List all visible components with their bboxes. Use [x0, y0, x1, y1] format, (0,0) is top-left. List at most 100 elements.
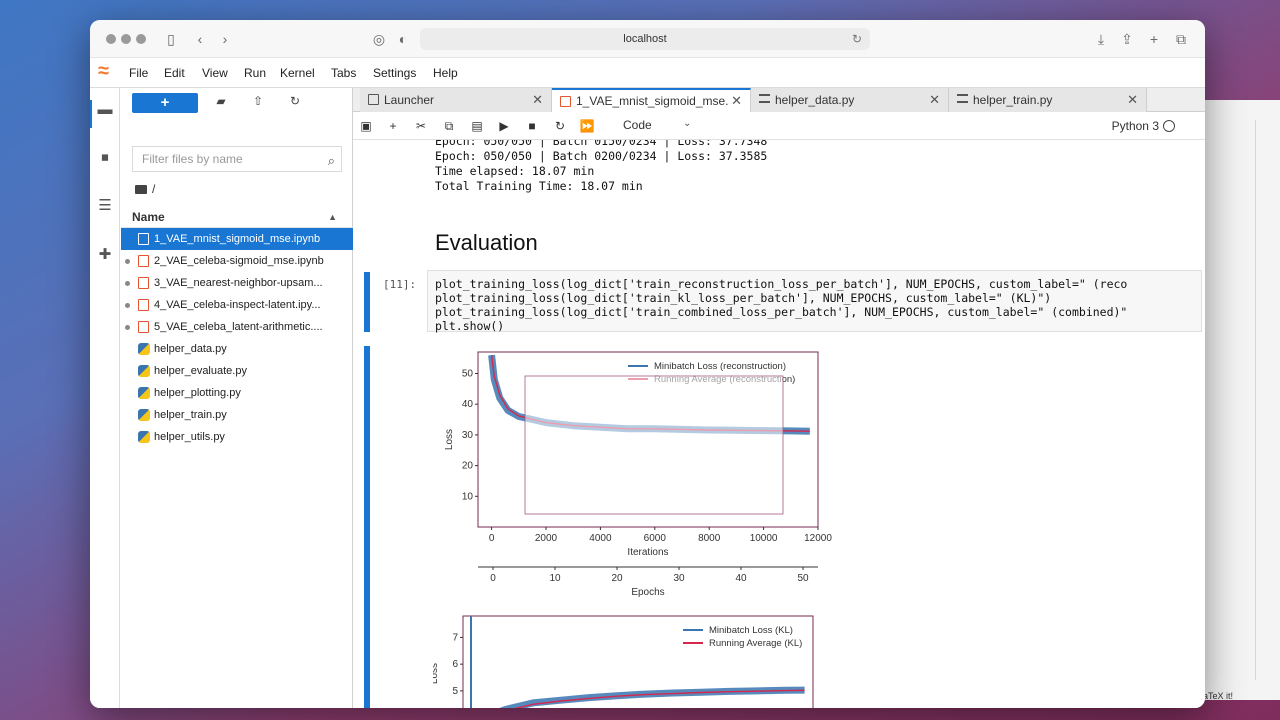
reload-icon[interactable]: ↻ [851, 32, 862, 46]
share-icon[interactable]: ⇪ [1121, 31, 1133, 47]
menu-kernel[interactable]: Kernel [280, 66, 315, 80]
restart-run-all-icon[interactable]: ⏩ [579, 119, 595, 133]
browser-window: ▯ ‹ › ◎ ◐ localhost ↻ ⤓ ⇪ + ⧉ ≈ File Edi… [90, 20, 1205, 708]
file-name: 4_VAE_celeba-inspect-latent.ipy... [154, 299, 321, 311]
restart-icon[interactable]: ↻ [554, 119, 566, 133]
folder-icon[interactable]: ▬ [97, 101, 113, 118]
legend-entry: Minibatch Loss (KL) [709, 625, 793, 636]
notebook-file-icon [138, 255, 149, 267]
y-tick-label: 40 [462, 399, 474, 410]
active-cell-indicator[interactable] [364, 272, 370, 332]
file-row[interactable]: 4_VAE_celeba-inspect-latent.ipy... [121, 294, 353, 316]
stop-icon[interactable]: ■ [528, 119, 536, 133]
new-folder-icon[interactable]: ▰ [216, 94, 226, 108]
tab-label: helper_train.py [973, 93, 1053, 107]
python-file-icon [138, 343, 150, 355]
epoch-tick-label: 20 [611, 573, 623, 584]
text-file-icon [957, 94, 968, 103]
back-icon[interactable]: ‹ [197, 31, 203, 47]
notebook-file-icon [138, 277, 149, 289]
epoch-tick-label: 40 [735, 573, 747, 584]
file-row[interactable]: 1_VAE_mnist_sigmoid_mse.ipynb [121, 228, 353, 250]
kernel-name[interactable]: Python 3 [1111, 119, 1159, 133]
close-tab-icon[interactable]: ✕ [532, 92, 543, 107]
y-axis-label: Loss [444, 429, 455, 450]
file-row[interactable]: 3_VAE_nearest-neighbor-upsam... [121, 272, 353, 294]
insert-cell-icon[interactable]: + [389, 119, 397, 133]
menu-help[interactable]: Help [433, 66, 458, 80]
cell-type-select[interactable]: Code [623, 118, 652, 132]
save-icon[interactable]: ▣ [360, 119, 372, 133]
x-tick-label: 6000 [644, 533, 667, 544]
zoom-window-button[interactable] [136, 34, 146, 44]
sidebar-toggle-icon[interactable]: ▯ [167, 31, 175, 47]
kernel-status-icon [1163, 120, 1175, 132]
filter-placeholder: Filter files by name [142, 152, 243, 166]
new-tab-icon[interactable]: + [1149, 31, 1159, 47]
menu-view[interactable]: View [202, 66, 228, 80]
python-file-icon [138, 409, 150, 421]
close-window-button[interactable] [106, 34, 116, 44]
close-tab-icon[interactable]: ✕ [1127, 92, 1138, 107]
reconstruction-loss-chart: 10 20 30 40 50 0 2000 4000 6000 8000 10000 12000 Los… [444, 351, 832, 598]
launcher-icon [368, 94, 379, 105]
refresh-icon[interactable]: ↻ [289, 94, 301, 108]
breadcrumb[interactable]: / [135, 182, 155, 196]
tab-overview-icon[interactable]: ⧉ [1176, 31, 1186, 47]
new-launcher-button[interactable]: + [132, 93, 198, 113]
file-row[interactable]: helper_evaluate.py [121, 360, 353, 382]
privacy-icon[interactable]: ◎ [372, 31, 386, 47]
run-icon[interactable]: ▶ [499, 119, 509, 133]
table-of-contents-icon[interactable]: ☰ [98, 197, 112, 214]
file-row[interactable]: helper_train.py [121, 404, 353, 426]
file-row[interactable]: 2_VAE_celeba-sigmoid_mse.ipynb [121, 250, 353, 272]
file-row[interactable]: helper_plotting.py [121, 382, 353, 404]
minimize-window-button[interactable] [121, 34, 131, 44]
tab-helper-data[interactable]: helper_data.py ✕ [751, 88, 949, 112]
filter-files-input[interactable]: Filter files by name ⌕ [132, 146, 342, 172]
file-row[interactable]: 5_VAE_celeba_latent-arithmetic.... [121, 316, 353, 338]
paste-icon[interactable]: ▤ [471, 119, 483, 133]
file-name: helper_data.py [154, 343, 227, 355]
active-panel-indicator [90, 100, 92, 128]
chevron-down-icon[interactable]: ⌄ [683, 118, 692, 129]
name-column-header[interactable]: Name ▲ [121, 206, 353, 228]
menu-tabs[interactable]: Tabs [331, 66, 357, 80]
y-tick-label: 30 [462, 430, 474, 441]
menu-run[interactable]: Run [244, 66, 267, 80]
close-tab-icon[interactable]: ✕ [731, 93, 742, 108]
browser-titlebar: ▯ ‹ › ◎ ◐ localhost ↻ ⤓ ⇪ + ⧉ [90, 20, 1205, 58]
upload-icon[interactable]: ⇧ [252, 94, 264, 108]
copy-icon[interactable]: ⧉ [444, 119, 454, 133]
menu-settings[interactable]: Settings [373, 66, 417, 80]
notebook-file-icon [138, 233, 149, 245]
extensions-icon[interactable]: ✚ [98, 246, 112, 263]
forward-icon[interactable]: › [222, 31, 228, 47]
tab-launcher[interactable]: Launcher ✕ [360, 88, 552, 112]
section-heading: Evaluation [435, 230, 538, 255]
theme-icon[interactable]: ◐ [398, 31, 408, 47]
file-row[interactable]: helper_data.py [121, 338, 353, 360]
y-tick-label: 5 [452, 686, 458, 697]
inset-overlay [524, 375, 784, 515]
menu-file[interactable]: File [129, 66, 149, 80]
x-tick-label: 4000 [589, 533, 612, 544]
cut-icon[interactable]: ✂ [415, 119, 427, 133]
running-kernels-icon[interactable]: ⏹ [101, 149, 109, 166]
x-tick-label: 0 [489, 533, 495, 544]
close-tab-icon[interactable]: ✕ [929, 92, 940, 107]
code-cell[interactable]: plot_training_loss(log_dict['train_recon… [427, 270, 1202, 333]
x-tick-label: 12000 [804, 533, 832, 544]
download-icon[interactable]: ⤓ [1097, 31, 1105, 47]
file-row[interactable]: helper_utils.py [121, 426, 353, 448]
legend-entry: Running Average (KL) [709, 638, 802, 649]
y-axis-label: Loss [433, 663, 440, 684]
tab-helper-train[interactable]: helper_train.py ✕ [949, 88, 1147, 112]
output-cell-indicator[interactable] [364, 346, 370, 708]
breadcrumb-path: / [152, 182, 156, 196]
tab-notebook[interactable]: 1_VAE_mnist_sigmoid_mse. ✕ [552, 88, 751, 112]
y-tick-label: 50 [462, 368, 474, 379]
menu-edit[interactable]: Edit [164, 66, 185, 80]
address-bar[interactable]: localhost ↻ [420, 28, 870, 50]
breadcrumb-folder-icon [135, 185, 147, 194]
